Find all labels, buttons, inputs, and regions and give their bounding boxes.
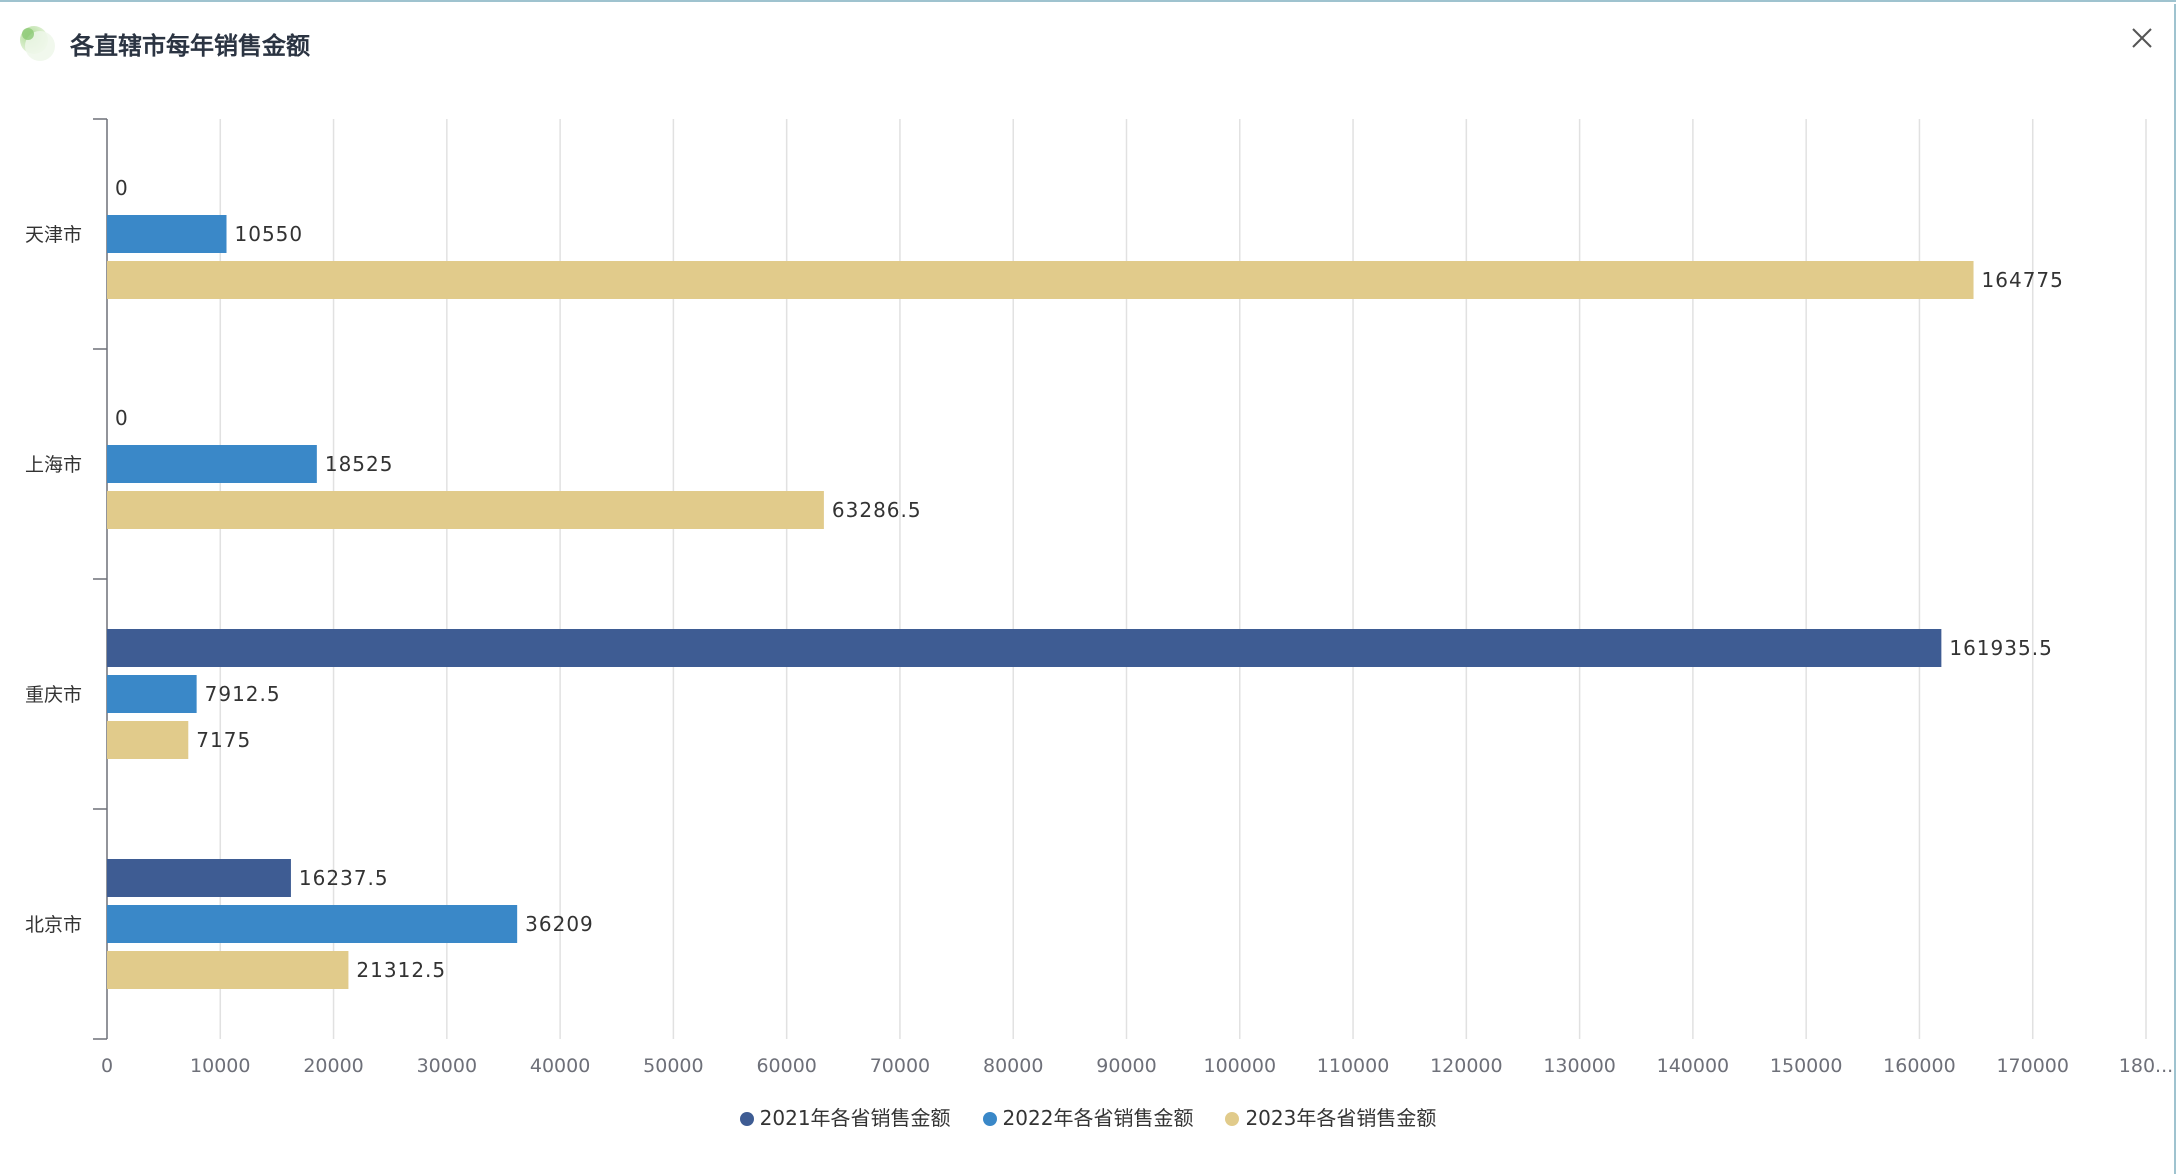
category-label: 重庆市 xyxy=(25,684,82,706)
legend-label: 2022年各省销售金额 xyxy=(1002,1106,1194,1130)
data-label: 7912.5 xyxy=(205,682,281,706)
x-tick-label: 90000 xyxy=(1096,1055,1156,1077)
x-tick-label: 60000 xyxy=(756,1055,816,1077)
legend-item[interactable]: 2023年各省销售金额 xyxy=(1225,1102,1436,1131)
x-tick-label: 110000 xyxy=(1317,1055,1390,1077)
x-tick-label: 120000 xyxy=(1430,1055,1503,1077)
leaf-circle-icon xyxy=(20,26,55,61)
bar xyxy=(107,859,291,897)
bar xyxy=(107,445,317,483)
bar xyxy=(107,721,189,759)
x-tick-label: 130000 xyxy=(1543,1055,1616,1077)
x-tick-label: 160000 xyxy=(1883,1055,1956,1077)
x-tick-label: 30000 xyxy=(417,1055,477,1077)
x-tick-label: 20000 xyxy=(303,1055,363,1077)
x-tick-label: 0 xyxy=(101,1055,113,1077)
data-label: 7175 xyxy=(196,728,251,752)
x-tick-label: 100000 xyxy=(1204,1055,1277,1077)
data-label: 36209 xyxy=(525,912,594,936)
dialog-scroll-edge xyxy=(2174,4,2176,1174)
bar xyxy=(107,905,518,943)
dialog-title: 各直辖市每年销售金额 xyxy=(70,32,310,60)
legend-label: 2021年各省销售金额 xyxy=(759,1106,951,1130)
category-label: 天津市 xyxy=(25,224,82,246)
bar xyxy=(107,675,197,713)
x-tick-label: 70000 xyxy=(870,1055,930,1077)
category-label: 北京市 xyxy=(25,914,82,936)
data-label: 21312.5 xyxy=(356,958,446,982)
x-tick-label: 170000 xyxy=(1996,1055,2069,1077)
chart-legend: 2021年各省销售金额 2022年各省销售金额 2023年各省销售金额 xyxy=(0,1102,2176,1138)
bar-chart: 0 10000 20000 30000 40000 50000 60000 70000 8000… xyxy=(25,118,2173,1077)
legend-dot-icon xyxy=(1225,1112,1240,1126)
bar xyxy=(107,215,227,253)
legend-label: 2023年各省销售金额 xyxy=(1245,1106,1437,1130)
data-label: 0 xyxy=(115,406,129,430)
x-tick-label: 150000 xyxy=(1770,1055,1843,1077)
x-tick-label: 140000 xyxy=(1657,1055,1730,1077)
data-label: 63286.5 xyxy=(832,498,922,522)
legend-item[interactable]: 2021年各省销售金额 xyxy=(739,1102,951,1131)
legend-item[interactable]: 2022年各省销售金额 xyxy=(982,1102,1194,1131)
x-tick-label: 80000 xyxy=(983,1055,1043,1077)
bar xyxy=(107,951,349,989)
data-label: 16237.5 xyxy=(299,866,389,890)
data-label: 0 xyxy=(115,176,129,200)
x-tick-label: 40000 xyxy=(530,1055,590,1077)
category-label: 上海市 xyxy=(25,454,82,476)
data-label: 18525 xyxy=(325,452,394,476)
x-tick-label: 180... xyxy=(2119,1055,2173,1077)
data-label: 164775 xyxy=(1982,268,2064,292)
legend-dot-icon xyxy=(739,1112,754,1126)
bar xyxy=(107,491,824,529)
data-label: 161935.5 xyxy=(1949,636,2052,660)
data-label: 10550 xyxy=(235,222,304,246)
x-tick-label: 50000 xyxy=(643,1055,703,1077)
bar xyxy=(107,629,1942,667)
legend-dot-icon xyxy=(982,1112,997,1126)
x-tick-label: 10000 xyxy=(190,1055,250,1077)
close-icon[interactable] xyxy=(2126,22,2158,54)
bar xyxy=(107,261,1974,299)
dialog-header: 各直辖市每年销售金额 xyxy=(0,2,2176,82)
